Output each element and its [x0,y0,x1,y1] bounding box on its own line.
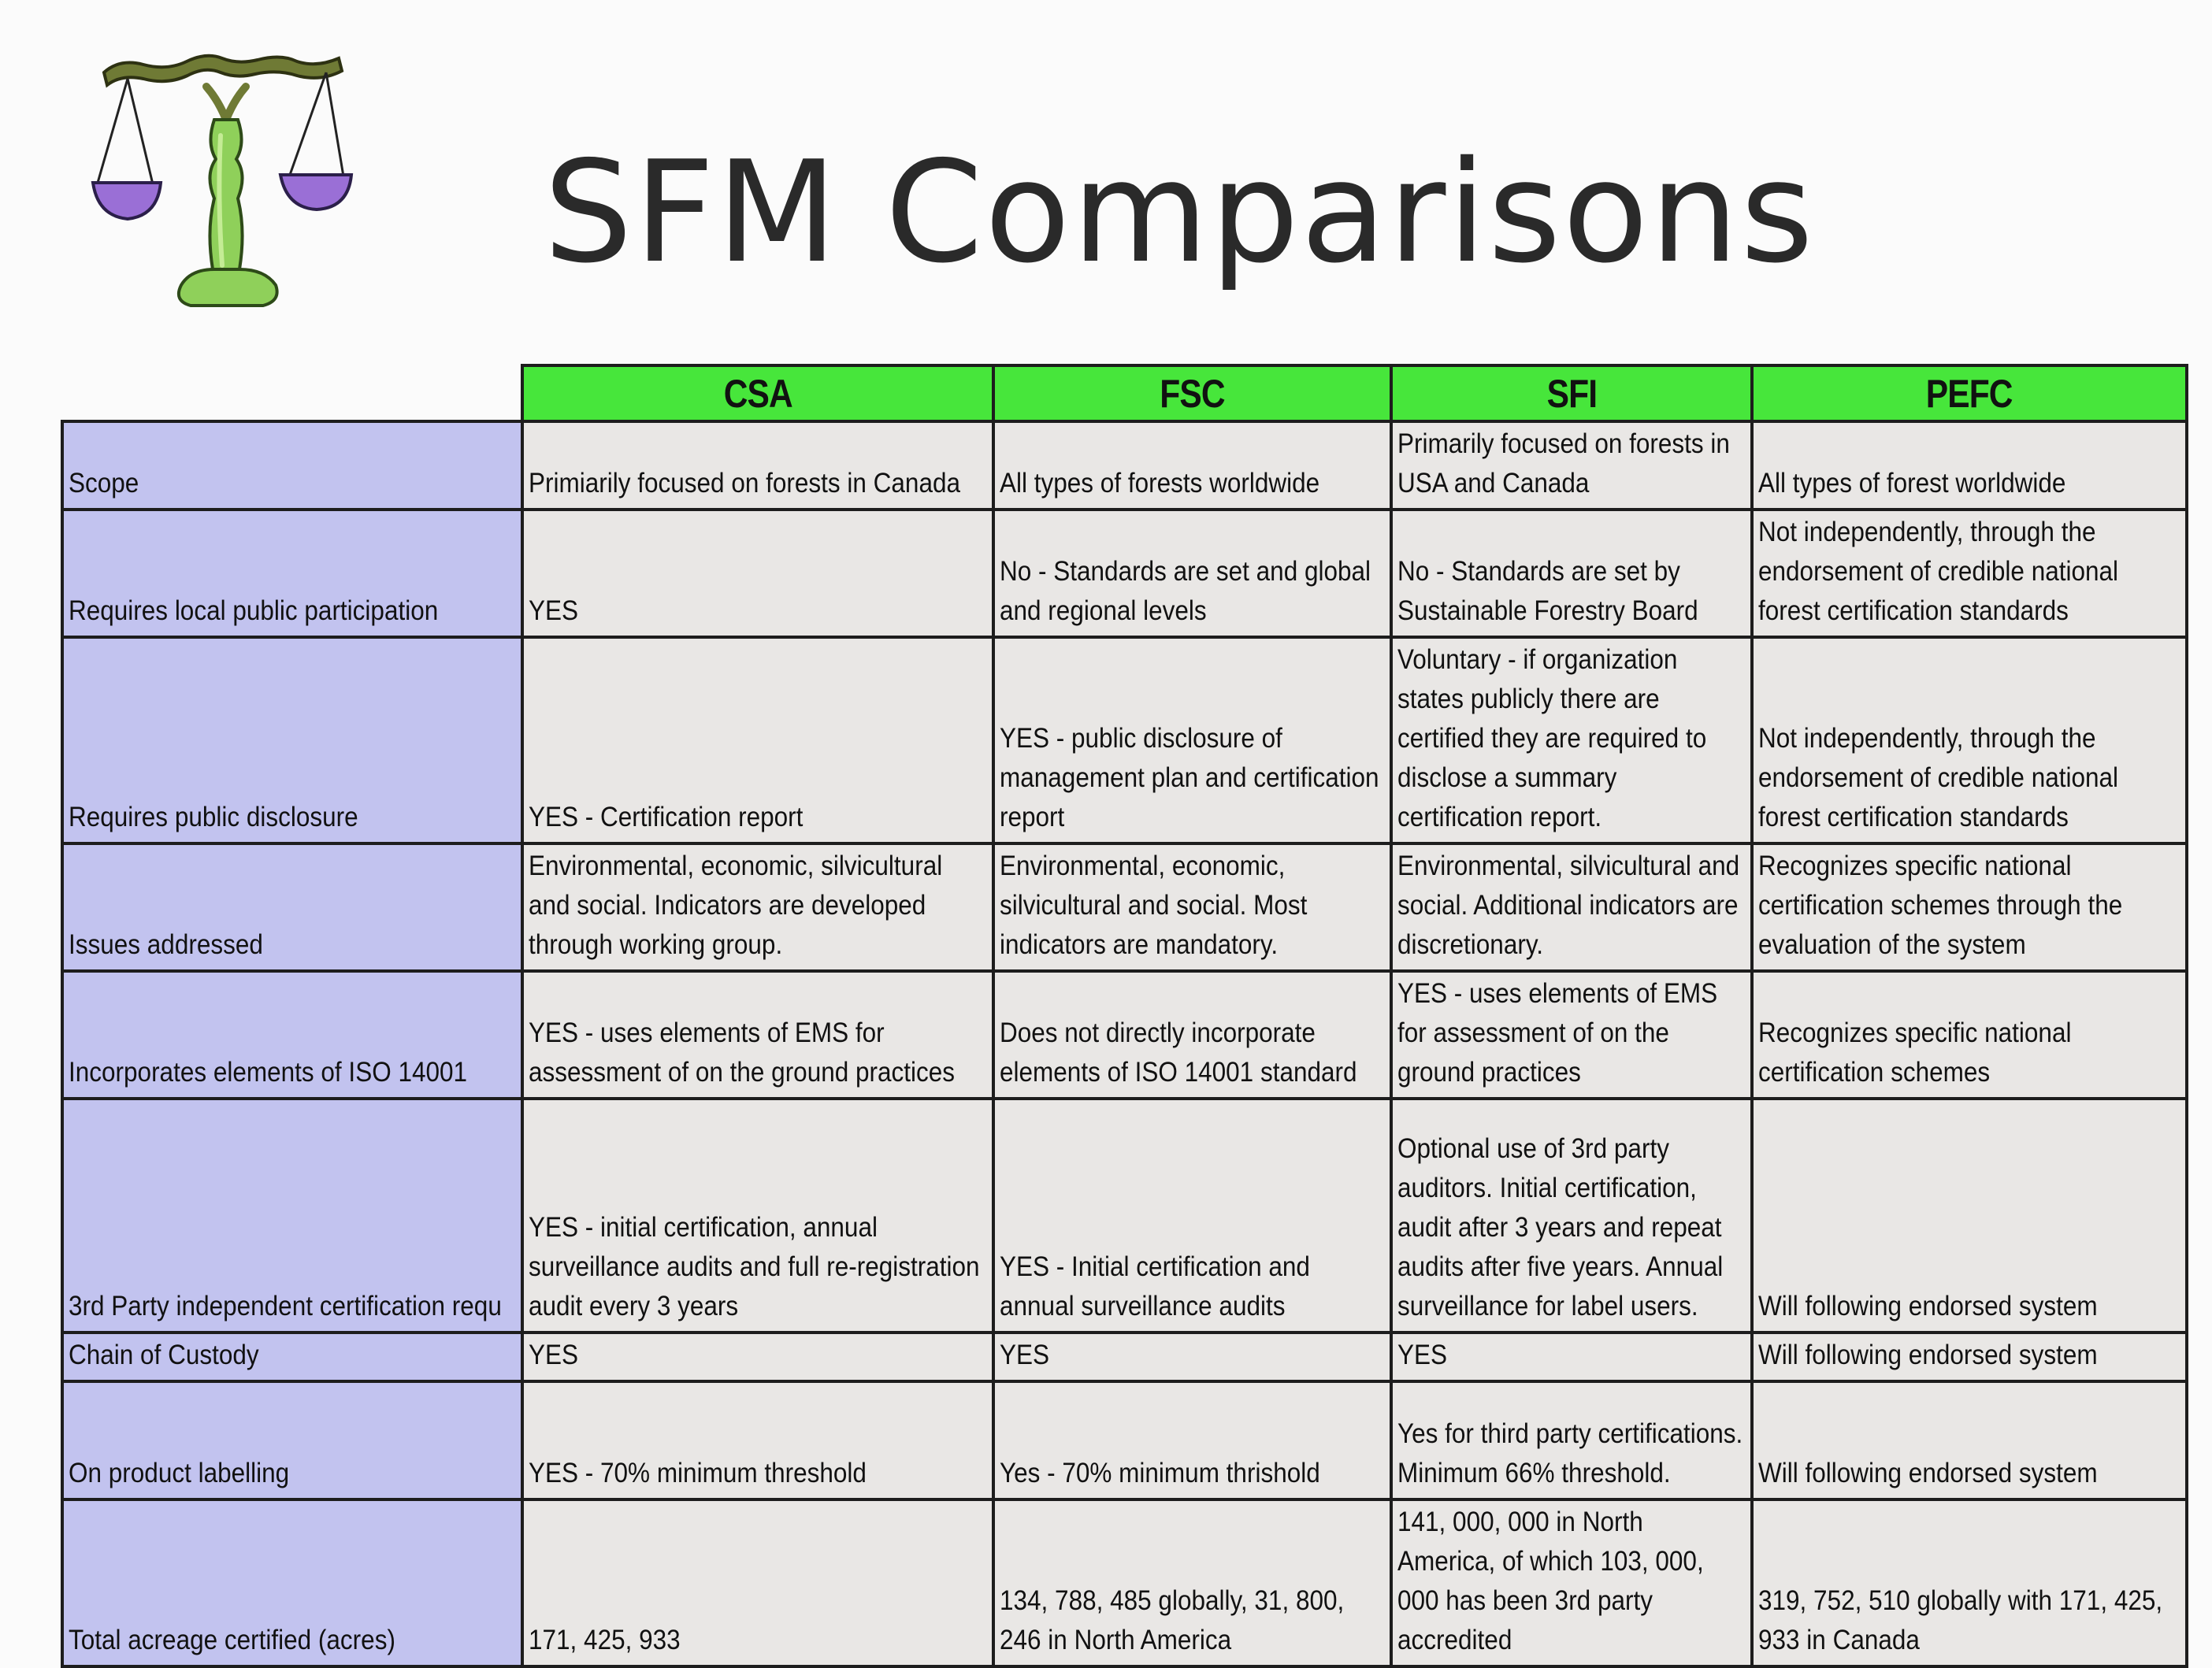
table-row: 3rd Party independent certification requ… [61,1097,2188,1334]
table-row: Requires public disclosure YES - Certifi… [61,636,2188,845]
cell-sfi-product-labelling: Yes for third party certifications. Mini… [1390,1380,1754,1501]
column-header-sfi: SFI [1390,364,1754,423]
cell-sfi-chain-of-custody: YES [1390,1331,1754,1383]
page-title: SFM Comparisons [544,131,1816,294]
cell-pefc-chain-of-custody: Will following endorsed system [1750,1331,2188,1383]
cell-csa-scope: Primiarily focused on forests in Canada [521,420,995,511]
column-header-pefc: PEFC [1750,364,2188,423]
table-row: Incorporates elements of ISO 14001 YES -… [61,969,2188,1100]
comparison-table: CSA FSC SFI PEFC Scope Primiarily focuse… [61,364,2188,1668]
row-label-scope: Scope [61,420,524,511]
cell-fsc-scope: All types of forests worldwide [992,420,1393,511]
row-label-public-disclosure: Requires public disclosure [61,636,524,845]
cell-sfi-iso-14001: YES - uses elements of EMS for assessmen… [1390,969,1754,1100]
cell-sfi-issues-addressed: Environmental, silvicultural and social.… [1390,842,1754,973]
cell-fsc-chain-of-custody: YES [992,1331,1393,1383]
cell-sfi-public-participation: No - Standards are set by Sustainable Fo… [1390,508,1754,639]
cell-csa-total-acreage: 171, 425, 933 [521,1498,995,1668]
table-corner [62,365,522,423]
cell-csa-chain-of-custody: YES [521,1331,995,1383]
cell-pefc-public-disclosure: Not independently, through the endorseme… [1750,636,2188,845]
cell-pefc-total-acreage: 319, 752, 510 globally with 171, 425, 93… [1750,1498,2188,1668]
cell-fsc-total-acreage: 134, 788, 485 globally, 31, 800, 246 in … [992,1498,1393,1668]
cell-pefc-public-participation: Not independently, through the endorseme… [1750,508,2188,639]
row-label-issues-addressed: Issues addressed [61,842,524,973]
scales-of-justice-icon [91,54,354,307]
cell-fsc-iso-14001: Does not directly incorporate elements o… [992,969,1393,1100]
row-label-total-acreage: Total acreage certified (acres) [61,1498,524,1668]
cell-pefc-third-party-certification: Will following endorsed system [1750,1097,2188,1334]
cell-sfi-third-party-certification: Optional use of 3rd party auditors. Init… [1390,1097,1754,1334]
row-label-iso-14001: Incorporates elements of ISO 14001 [61,969,524,1100]
table-row: Scope Primiarily focused on forests in C… [61,420,2188,511]
cell-pefc-iso-14001: Recognizes specific national certificati… [1750,969,2188,1100]
cell-sfi-scope: Primarily focused on forests in USA and … [1390,420,1754,511]
row-label-product-labelling: On product labelling [61,1380,524,1501]
table-row: Issues addressed Environmental, economic… [61,842,2188,973]
column-header-csa: CSA [521,364,995,423]
cell-fsc-third-party-certification: YES - Initial certification and annual s… [992,1097,1393,1334]
cell-sfi-total-acreage: 141, 000, 000 in North America, of which… [1390,1498,1754,1668]
cell-pefc-product-labelling: Will following endorsed system [1750,1380,2188,1501]
cell-pefc-scope: All types of forest worldwide [1750,420,2188,511]
cell-csa-third-party-certification: YES - initial certification, annual surv… [521,1097,995,1334]
cell-csa-iso-14001: YES - uses elements of EMS for assessmen… [521,969,995,1100]
cell-fsc-public-participation: No - Standards are set and global and re… [992,508,1393,639]
table-row: Requires local public participation YES … [61,508,2188,639]
cell-csa-product-labelling: YES - 70% minimum threshold [521,1380,995,1501]
cell-fsc-public-disclosure: YES - public disclosure of management pl… [992,636,1393,845]
row-label-chain-of-custody: Chain of Custody [61,1331,524,1383]
cell-csa-public-participation: YES [521,508,995,639]
table-row: On product labelling YES - 70% minimum t… [61,1380,2188,1501]
cell-fsc-issues-addressed: Environmental, economic, silvicultural a… [992,842,1393,973]
row-label-public-participation: Requires local public participation [61,508,524,639]
row-label-third-party-certification: 3rd Party independent certification requ [61,1097,524,1334]
cell-fsc-product-labelling: Yes - 70% minimum thrishold [992,1380,1393,1501]
column-header-fsc: FSC [992,364,1393,423]
table-row: Chain of Custody YES YES YES Will follow… [61,1331,2188,1383]
cell-csa-issues-addressed: Environmental, economic, silvicultural a… [521,842,995,973]
cell-sfi-public-disclosure: Voluntary - if organization states publi… [1390,636,1754,845]
table-row: Total acreage certified (acres) 171, 425… [61,1498,2188,1668]
cell-pefc-issues-addressed: Recognizes specific national certificati… [1750,842,2188,973]
cell-csa-public-disclosure: YES - Certification report [521,636,995,845]
